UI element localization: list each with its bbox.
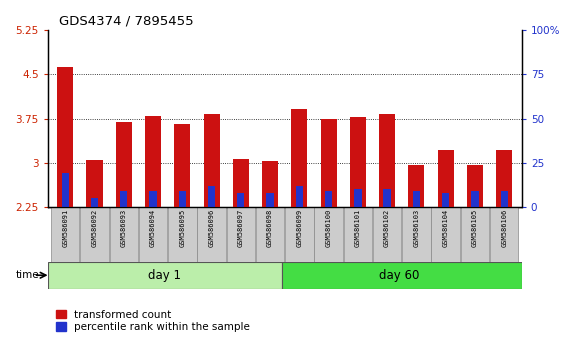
Bar <box>174 125 190 207</box>
Bar <box>471 191 479 207</box>
Bar <box>178 191 186 207</box>
Bar <box>116 121 132 207</box>
Bar <box>139 207 167 262</box>
Text: GDS4374 / 7895455: GDS4374 / 7895455 <box>59 14 194 27</box>
Bar <box>461 207 489 262</box>
Text: GSM586097: GSM586097 <box>238 209 244 247</box>
Text: GSM586103: GSM586103 <box>413 209 420 247</box>
Text: time: time <box>16 270 39 280</box>
Bar <box>168 207 196 262</box>
Bar <box>402 207 431 262</box>
Text: GSM586093: GSM586093 <box>121 209 127 247</box>
Text: GSM586106: GSM586106 <box>501 209 507 247</box>
Bar <box>233 159 249 207</box>
Bar <box>467 165 483 207</box>
Bar <box>227 207 255 262</box>
Text: GSM586099: GSM586099 <box>296 209 302 247</box>
Bar <box>62 173 69 207</box>
Bar <box>373 207 401 262</box>
Bar <box>86 160 103 207</box>
Bar <box>237 193 245 207</box>
Bar <box>120 191 127 207</box>
Bar <box>296 186 303 207</box>
Bar <box>91 198 98 207</box>
Bar <box>57 67 73 207</box>
Bar <box>442 193 449 207</box>
Text: day 1: day 1 <box>148 269 181 282</box>
Bar <box>291 109 307 207</box>
Bar <box>431 207 460 262</box>
Text: GSM586095: GSM586095 <box>180 209 185 247</box>
Bar <box>490 207 518 262</box>
Bar <box>48 262 282 289</box>
Legend: transformed count, percentile rank within the sample: transformed count, percentile rank withi… <box>56 310 250 332</box>
Text: GSM586094: GSM586094 <box>150 209 156 247</box>
Bar <box>314 207 343 262</box>
Bar <box>208 186 215 207</box>
Bar <box>256 207 284 262</box>
Bar <box>496 150 512 207</box>
Bar <box>266 193 274 207</box>
Bar <box>354 189 361 207</box>
Text: GSM586105: GSM586105 <box>472 209 478 247</box>
Bar <box>350 117 366 207</box>
Bar <box>149 191 157 207</box>
Bar <box>80 207 109 262</box>
Text: GSM586102: GSM586102 <box>384 209 390 247</box>
Bar <box>379 114 395 207</box>
Text: GSM586096: GSM586096 <box>209 209 214 247</box>
Bar <box>285 207 314 262</box>
Bar <box>204 114 219 207</box>
Bar <box>500 191 508 207</box>
Text: GSM586101: GSM586101 <box>355 209 361 247</box>
Text: GSM586092: GSM586092 <box>91 209 98 247</box>
Bar <box>325 191 332 207</box>
Text: GSM586104: GSM586104 <box>443 209 449 247</box>
Bar <box>344 207 372 262</box>
Text: GSM586098: GSM586098 <box>267 209 273 247</box>
Bar <box>51 207 80 262</box>
Bar <box>109 207 138 262</box>
Text: GSM586091: GSM586091 <box>62 209 68 247</box>
Text: GSM586100: GSM586100 <box>325 209 332 247</box>
Bar <box>438 150 454 207</box>
Bar <box>384 189 391 207</box>
Bar <box>282 262 522 289</box>
Bar <box>413 191 420 207</box>
Bar <box>197 207 226 262</box>
Text: day 60: day 60 <box>379 269 419 282</box>
Bar <box>145 116 161 207</box>
Bar <box>408 165 425 207</box>
Bar <box>262 161 278 207</box>
Bar <box>320 119 337 207</box>
